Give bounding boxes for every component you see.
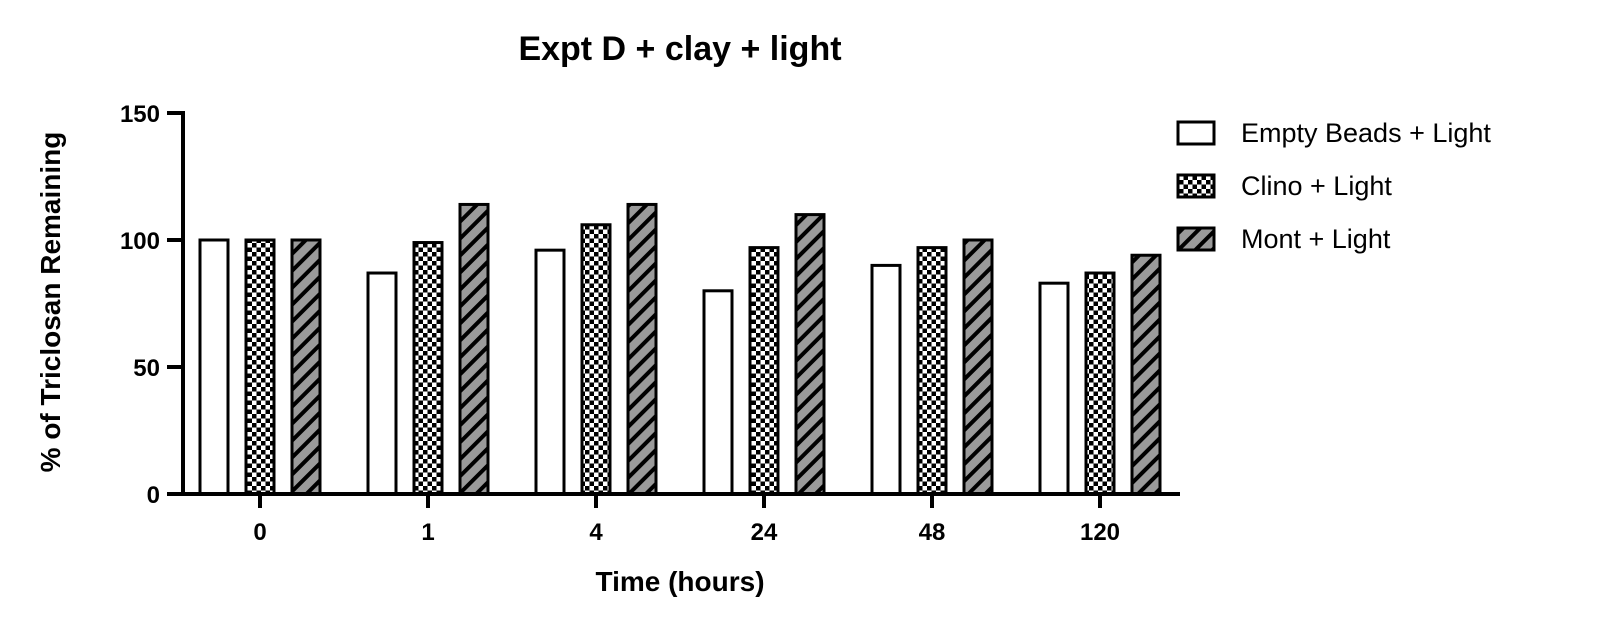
x-ticks: 0 1 4 24 48 120 bbox=[253, 494, 1120, 546]
x-tick-label: 0 bbox=[253, 519, 266, 546]
bar-white-48 bbox=[870, 263, 902, 496]
x-tick-label: 24 bbox=[751, 519, 778, 546]
bar-checkerboard-0 bbox=[244, 238, 276, 496]
legend-swatch bbox=[1176, 120, 1216, 146]
x-axis-label: Time (hours) bbox=[595, 566, 764, 597]
bar-diagonal-hatch-gray-1 bbox=[458, 202, 490, 496]
legend-swatch bbox=[1176, 173, 1216, 199]
x-tick-label: 48 bbox=[919, 519, 946, 546]
x-tick-label: 120 bbox=[1080, 519, 1120, 546]
bar-white-4 bbox=[534, 248, 566, 496]
bar-checkerboard-120 bbox=[1084, 271, 1116, 496]
bar-checkerboard-4 bbox=[580, 223, 612, 496]
y-tick-label: 150 bbox=[120, 101, 160, 128]
bar-white-0 bbox=[198, 238, 230, 496]
legend-label: Empty Beads + Light bbox=[1241, 118, 1491, 148]
bar-diagonal-hatch-gray-48 bbox=[962, 238, 994, 496]
bar-diagonal-hatch-gray-0 bbox=[290, 238, 322, 496]
legend: Empty Beads + Light Clino + Light Mont + L… bbox=[1176, 118, 1491, 254]
y-ticks: 0 50 100 150 bbox=[120, 101, 183, 509]
bars-group bbox=[198, 202, 1162, 496]
bar-checkerboard-48 bbox=[916, 246, 948, 496]
y-tick-label: 100 bbox=[120, 228, 160, 255]
legend-label: Clino + Light bbox=[1241, 171, 1392, 201]
y-tick-label: 50 bbox=[133, 355, 160, 382]
legend-swatch bbox=[1176, 226, 1216, 252]
legend-label: Mont + Light bbox=[1241, 224, 1391, 254]
bar-diagonal-hatch-gray-120 bbox=[1130, 253, 1162, 496]
bar-diagonal-hatch-gray-4 bbox=[626, 202, 658, 496]
bar-white-120 bbox=[1038, 281, 1070, 496]
bar-white-24 bbox=[702, 289, 734, 496]
axes bbox=[167, 111, 1180, 496]
chart-title: Expt D + clay + light bbox=[518, 30, 841, 68]
y-tick-label: 0 bbox=[147, 482, 160, 509]
bar-checkerboard-1 bbox=[412, 241, 444, 496]
x-tick-label: 1 bbox=[421, 519, 434, 546]
bar-checkerboard-24 bbox=[748, 246, 780, 496]
x-tick-label: 4 bbox=[589, 519, 603, 546]
bar-diagonal-hatch-gray-24 bbox=[794, 213, 826, 496]
bar-white-1 bbox=[366, 271, 398, 496]
y-axis-label: % of Triclosan Remaining bbox=[35, 132, 66, 473]
